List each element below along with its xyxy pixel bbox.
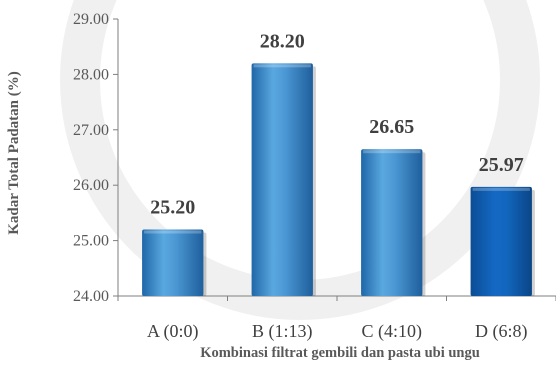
watermark-shape — [60, 0, 540, 320]
data-label: 26.65 — [369, 116, 414, 138]
x-axis-title: Kombinasi filtrat gembili dan pasta ubi … — [200, 345, 480, 361]
data-label: 25.97 — [479, 154, 524, 176]
bar — [251, 63, 313, 296]
bar — [470, 186, 532, 296]
category-label: A (0:0) — [147, 321, 199, 342]
category-label: C (4:10) — [362, 321, 423, 342]
y-tick-label: 28.00 — [73, 66, 109, 83]
bar-bevel — [363, 150, 421, 154]
data-label: 28.20 — [260, 30, 305, 52]
data-label: 25.20 — [150, 197, 195, 219]
bar — [142, 229, 204, 296]
y-tick-label: 25.00 — [73, 233, 109, 250]
bar — [361, 149, 423, 296]
bar-bevel — [144, 230, 202, 234]
bar-bevel — [253, 64, 311, 68]
y-tick-label: 24.00 — [73, 288, 109, 305]
category-label: B (1:13) — [252, 321, 313, 342]
y-tick-label: 27.00 — [73, 122, 109, 139]
y-axis-title: Kadar Total Padatan (%) — [6, 71, 22, 235]
bar-bevel — [472, 187, 530, 191]
y-tick-label: 29.00 — [73, 11, 109, 28]
y-tick-label: 26.00 — [73, 177, 109, 194]
category-label: D (6:8) — [475, 321, 528, 342]
